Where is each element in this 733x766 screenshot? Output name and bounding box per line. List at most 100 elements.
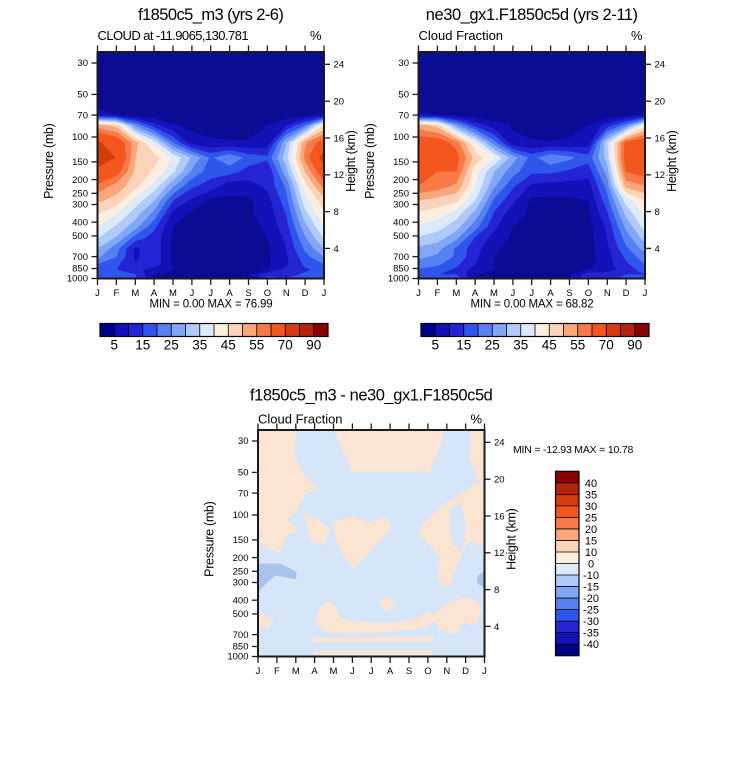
svg-text:700: 700 (393, 252, 409, 263)
svg-text:D: D (623, 288, 630, 299)
svg-text:70: 70 (238, 488, 249, 499)
svg-text:-10: -10 (583, 570, 599, 582)
svg-text:A: A (547, 288, 554, 299)
svg-text:12: 12 (334, 170, 345, 181)
svg-text:Pressure (mb): Pressure (mb) (363, 123, 377, 198)
svg-text:15: 15 (135, 338, 150, 353)
svg-text:25: 25 (485, 338, 500, 353)
svg-text:S: S (406, 666, 412, 677)
svg-text:35: 35 (585, 489, 597, 501)
svg-text:300: 300 (233, 578, 249, 589)
svg-text:A: A (226, 288, 233, 299)
svg-text:%: % (470, 412, 482, 427)
svg-text:55: 55 (249, 338, 264, 353)
svg-text:J: J (190, 288, 195, 299)
svg-text:-15: -15 (583, 582, 599, 594)
svg-text:50: 50 (77, 90, 88, 101)
svg-text:1000: 1000 (67, 274, 88, 285)
svg-text:M: M (330, 666, 338, 677)
svg-text:16: 16 (655, 133, 666, 144)
svg-text:24: 24 (494, 438, 505, 449)
svg-text:30: 30 (585, 501, 597, 513)
svg-text:400: 400 (233, 595, 249, 606)
svg-text:Cloud Fraction: Cloud Fraction (258, 412, 343, 427)
svg-text:0: 0 (588, 559, 594, 571)
svg-text:16: 16 (334, 133, 345, 144)
svg-text:300: 300 (72, 200, 88, 211)
svg-text:100: 100 (72, 132, 88, 143)
svg-text:4: 4 (334, 244, 339, 255)
svg-text:8: 8 (655, 207, 660, 218)
svg-text:70: 70 (278, 338, 293, 353)
svg-text:4: 4 (655, 244, 660, 255)
svg-text:250: 250 (72, 189, 88, 200)
svg-text:16: 16 (494, 511, 505, 522)
svg-text:10: 10 (585, 547, 597, 559)
svg-text:f1850c5_m3 (yrs 2-6): f1850c5_m3 (yrs 2-6) (138, 6, 283, 24)
svg-text:S: S (245, 288, 251, 299)
svg-text:150: 150 (72, 157, 88, 168)
svg-text:30: 30 (238, 436, 249, 447)
svg-text:20: 20 (655, 97, 666, 108)
svg-text:300: 300 (393, 200, 409, 211)
svg-text:M: M (490, 288, 498, 299)
svg-text:8: 8 (334, 207, 339, 218)
svg-text:D: D (462, 666, 469, 677)
svg-text:5: 5 (431, 338, 439, 353)
svg-text:30: 30 (398, 58, 409, 69)
svg-text:250: 250 (393, 189, 409, 200)
svg-text:MIN = 0.00 MAX = 76.99: MIN = 0.00 MAX = 76.99 (149, 299, 272, 311)
svg-text:M: M (131, 288, 139, 299)
svg-text:200: 200 (393, 175, 409, 186)
svg-text:150: 150 (393, 157, 409, 168)
svg-text:J: J (369, 666, 374, 677)
svg-text:400: 400 (393, 217, 409, 228)
svg-text:CLOUD at -11.9065,130.781: CLOUD at -11.9065,130.781 (98, 28, 249, 43)
svg-text:N: N (443, 666, 450, 677)
svg-text:24: 24 (655, 60, 666, 71)
svg-text:500: 500 (233, 609, 249, 620)
svg-text:1000: 1000 (227, 652, 248, 663)
svg-text:8: 8 (494, 585, 499, 596)
svg-text:J: J (511, 288, 516, 299)
svg-text:-30: -30 (583, 616, 599, 628)
svg-text:Height (km): Height (km) (505, 508, 519, 569)
svg-text:200: 200 (72, 175, 88, 186)
svg-text:J: J (322, 288, 327, 299)
svg-text:M: M (169, 288, 177, 299)
svg-text:35: 35 (192, 338, 207, 353)
svg-text:J: J (208, 288, 213, 299)
svg-text:N: N (283, 288, 290, 299)
svg-text:Pressure (mb): Pressure (mb) (203, 501, 217, 576)
svg-text:Height (km): Height (km) (665, 130, 679, 191)
svg-text:30: 30 (77, 58, 88, 69)
svg-text:90: 90 (627, 338, 642, 353)
svg-text:-35: -35 (583, 628, 599, 640)
svg-text:150: 150 (233, 535, 249, 546)
svg-text:500: 500 (72, 231, 88, 242)
svg-text:D: D (302, 288, 309, 299)
svg-text:15: 15 (456, 338, 471, 353)
svg-text:J: J (256, 666, 261, 677)
svg-text:%: % (310, 28, 322, 43)
svg-text:24: 24 (334, 60, 345, 71)
svg-text:ne30_gx1.F1850c5d (yrs 2-11): ne30_gx1.F1850c5d (yrs 2-11) (426, 6, 638, 24)
svg-text:850: 850 (233, 642, 249, 653)
svg-text:F: F (274, 666, 280, 677)
svg-text:-25: -25 (583, 605, 599, 617)
svg-text:J: J (350, 666, 355, 677)
svg-text:100: 100 (393, 132, 409, 143)
svg-text:A: A (472, 288, 479, 299)
svg-text:f1850c5_m3 - ne30_gx1.F1850c5d: f1850c5_m3 - ne30_gx1.F1850c5d (250, 387, 493, 405)
svg-text:20: 20 (494, 475, 505, 486)
svg-text:12: 12 (494, 548, 505, 559)
svg-text:25: 25 (585, 512, 597, 524)
svg-text:%: % (631, 28, 643, 43)
svg-text:J: J (643, 288, 648, 299)
svg-text:500: 500 (393, 231, 409, 242)
svg-text:20: 20 (334, 97, 345, 108)
svg-text:Height (km): Height (km) (344, 130, 358, 191)
svg-text:200: 200 (233, 553, 249, 564)
svg-text:M: M (292, 666, 300, 677)
svg-text:50: 50 (238, 468, 249, 479)
